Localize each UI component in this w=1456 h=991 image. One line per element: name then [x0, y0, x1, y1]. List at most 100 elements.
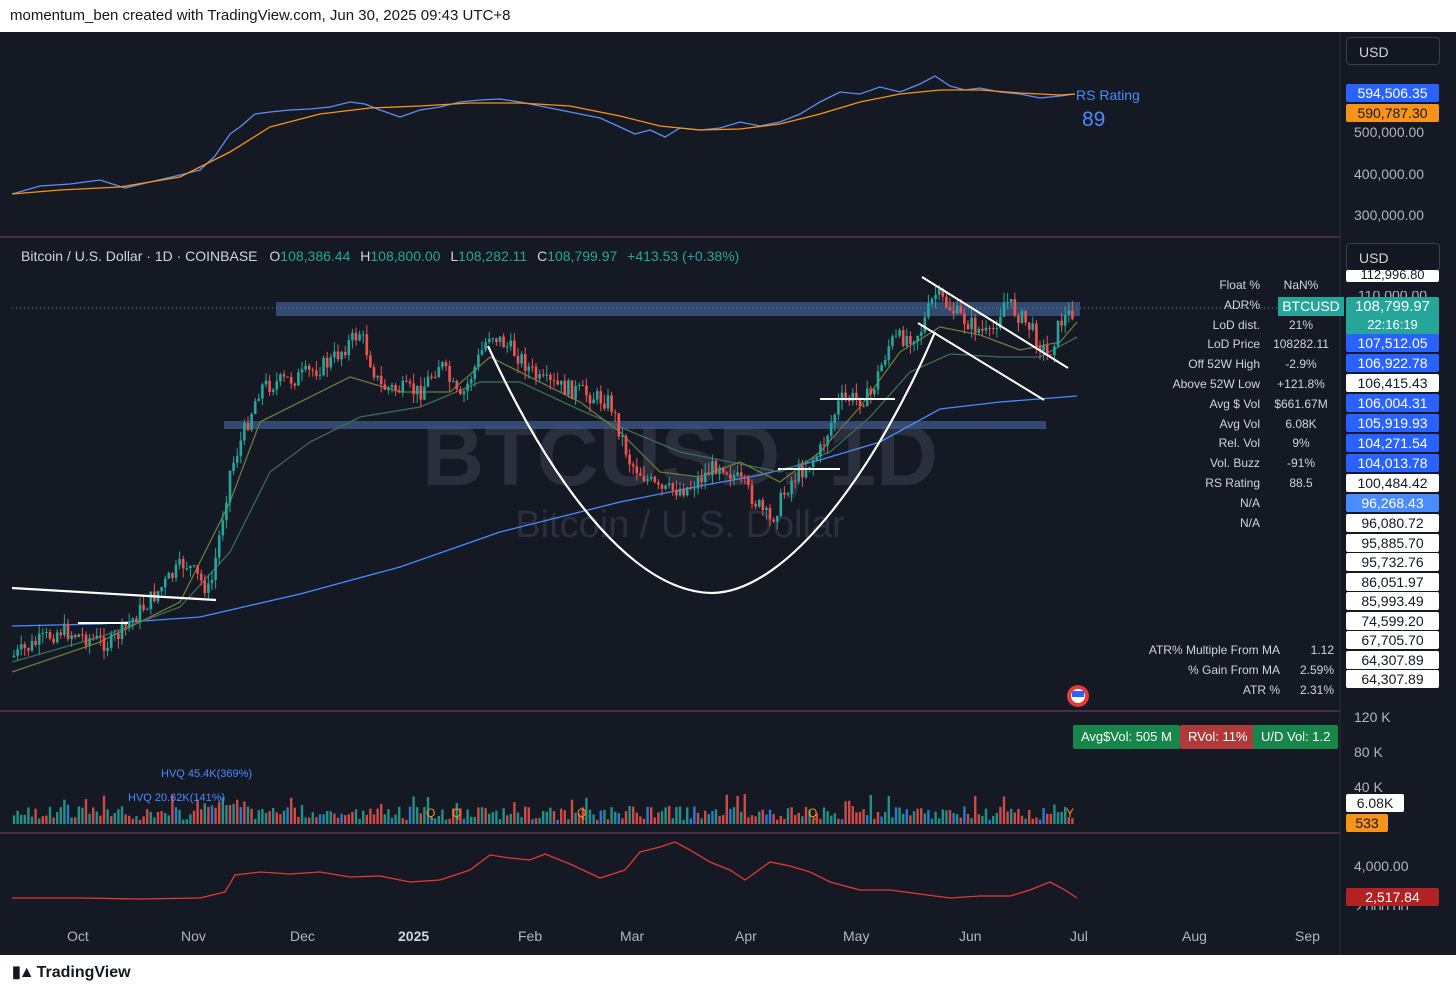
candle-body — [779, 492, 783, 517]
rs-axis-label: 300,000.00 — [1354, 207, 1425, 223]
volume-bar — [149, 812, 152, 824]
symbol-legend[interactable]: Bitcoin / U.S. Dollar · 1D · COINBASE O1… — [21, 248, 739, 264]
volume-bar — [815, 813, 818, 824]
volume-bar — [866, 815, 869, 824]
volume-bar — [196, 799, 199, 824]
candle-body — [567, 380, 570, 395]
volume-bar — [761, 809, 764, 824]
volume-bar — [405, 819, 408, 824]
volume-bar — [830, 815, 833, 824]
candle-body — [775, 516, 779, 522]
ohlc-low: 108,282.11 — [458, 248, 528, 264]
candle-body — [300, 369, 304, 373]
candle-body — [696, 477, 700, 489]
volume-bar — [426, 797, 430, 824]
time-axis-label: Feb — [518, 928, 543, 944]
candle-body — [981, 328, 984, 331]
volume-bar — [1020, 815, 1024, 824]
rs-currency-button[interactable]: USD — [1346, 37, 1440, 65]
candle-body — [927, 303, 930, 318]
volume-bar — [304, 817, 307, 824]
candle-body — [883, 360, 887, 365]
candle-body — [988, 327, 991, 329]
volume-bar — [250, 808, 253, 824]
volume-bar — [696, 812, 700, 824]
candle-body — [325, 357, 329, 368]
volume-bar — [707, 814, 710, 824]
candle-body — [41, 632, 45, 634]
stats-label: N/A — [1239, 495, 1260, 510]
ma-200-line — [11, 395, 1078, 627]
volume-bar — [45, 815, 48, 824]
volume-bar — [1017, 808, 1020, 824]
volume-bar — [585, 797, 588, 824]
candle-body — [171, 573, 174, 578]
candle-body — [207, 583, 210, 594]
volume-bar — [963, 806, 966, 824]
atr-stats-value: 2.31% — [1299, 683, 1334, 697]
candle-body — [952, 310, 955, 314]
price-tag-blue: 96,268.43 — [1346, 494, 1439, 512]
candle-body — [390, 385, 394, 388]
candle-body — [1035, 323, 1038, 347]
volume-bar — [729, 808, 732, 824]
chart-canvas[interactable]: BTCUSD, 1D Bitcoin / U.S. Dollar — [0, 32, 1456, 955]
osc-tag-red: 2,517.84 — [1346, 888, 1439, 906]
candle-body — [106, 647, 109, 651]
volume-bar — [905, 809, 908, 824]
volume-axis-label: 120 K — [1354, 709, 1391, 725]
candle-body — [1006, 302, 1009, 304]
candle-body — [167, 573, 171, 579]
candle-body — [819, 444, 822, 457]
candle-body — [268, 380, 271, 392]
tradingview-logo[interactable]: ▮▲ TradingView — [12, 955, 131, 991]
candle-body — [606, 395, 610, 409]
volume-bar — [329, 811, 332, 824]
volume-bar — [902, 814, 905, 824]
volume-bar — [736, 795, 739, 824]
volume-bar — [455, 803, 458, 824]
candle-body — [714, 461, 718, 475]
price-tag-white: 106,415.43 — [1346, 374, 1439, 392]
volume-bar — [56, 812, 59, 824]
earnings-mark: Q — [426, 806, 436, 820]
volume-bar — [225, 805, 228, 824]
earnings-mark: Q — [452, 806, 462, 820]
candle-body — [448, 366, 451, 382]
volume-bar — [700, 818, 703, 824]
volume-bar — [221, 797, 224, 824]
volume-bar — [959, 817, 962, 824]
volume-bar — [365, 814, 368, 824]
candle-body — [649, 476, 653, 480]
candle-body — [538, 374, 541, 379]
candle-body — [142, 604, 145, 610]
candle-body — [307, 365, 311, 370]
chart-area[interactable]: BTCUSD, 1D Bitcoin / U.S. Dollar — [0, 32, 1456, 955]
volume-bar — [858, 811, 862, 824]
volume-bar — [934, 811, 937, 824]
volume-bar — [642, 818, 646, 824]
volume-bar — [372, 814, 376, 824]
volume-bar — [671, 818, 674, 824]
volume-bar — [1067, 817, 1070, 824]
time-axis-label: Jun — [959, 928, 982, 944]
stats-label: Off 52W High — [1188, 357, 1260, 372]
candle-body — [261, 384, 264, 399]
volume-bar — [416, 807, 419, 824]
time-axis-label: Apr — [735, 928, 757, 944]
candle-body — [437, 367, 441, 378]
candle-body — [30, 640, 34, 651]
volume-bar — [264, 813, 268, 824]
candle-body — [1020, 310, 1024, 323]
candle-body — [588, 395, 592, 404]
candle-body — [329, 357, 333, 368]
volume-bar — [534, 818, 538, 824]
candle-body — [210, 579, 214, 584]
candle-body — [59, 632, 63, 636]
volume-bar — [146, 809, 149, 824]
volume-bar — [509, 813, 512, 824]
price-currency-button[interactable]: USD — [1346, 243, 1440, 271]
volume-bar — [351, 811, 354, 824]
volume-bar — [243, 801, 246, 824]
ohlc-change: +413.53 (+0.38%) — [627, 248, 740, 264]
